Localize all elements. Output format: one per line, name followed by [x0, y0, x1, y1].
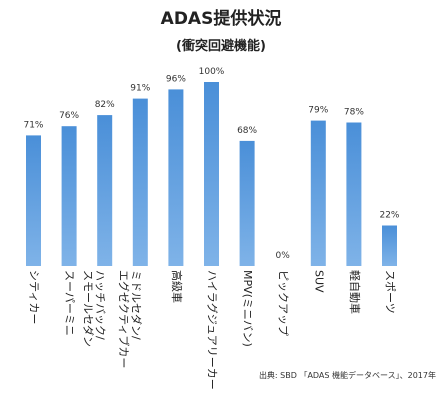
bar-5: [204, 82, 219, 266]
category-label-6: MPV(ミニバン): [241, 270, 254, 347]
bar-2: [97, 115, 113, 266]
value-label-10: 22%: [379, 211, 399, 221]
value-label-4: 96%: [166, 74, 186, 84]
chart-subtitle: (衝突回避機能): [176, 38, 266, 54]
value-label-5: 100%: [199, 67, 225, 77]
category-label-1: スーパーミニ: [63, 270, 76, 336]
value-label-6: 68%: [237, 126, 257, 136]
bar-1: [61, 126, 77, 266]
bar-group: [26, 82, 397, 267]
category-label-7: ピックアップ: [277, 270, 290, 336]
category-label-9: 軽自動車: [348, 270, 362, 314]
bar-4: [168, 89, 184, 267]
value-label-3: 91%: [130, 84, 150, 94]
category-label-group: シティカー スーパーミニ ハッチバック/スモールセダン ミドルセダン/エグゼクティブカ…: [28, 270, 397, 390]
chart-title: ADAS提供状況: [161, 8, 282, 29]
category-label-3: ミドルセダン/エグゼクティブカー: [117, 270, 143, 368]
category-label-2: ハッチバック/スモールセダン: [81, 270, 106, 347]
value-label-8: 79%: [308, 106, 328, 116]
value-label-1: 76%: [59, 111, 79, 121]
bar-6: [239, 140, 255, 266]
value-label-7: 0%: [276, 251, 291, 261]
bar-8: [310, 120, 326, 266]
bar-10: [382, 225, 397, 266]
bar-3: [132, 98, 148, 266]
value-label-9: 78%: [344, 108, 364, 118]
bar-0: [26, 135, 41, 266]
value-label-0: 71%: [23, 120, 43, 130]
source-note: 出典: SBD 「ADAS 機能データベース」、2017年: [259, 370, 436, 380]
category-label-0: シティカー: [28, 270, 41, 324]
category-label-10: スポーツ: [384, 270, 397, 314]
category-label-8: SUV: [312, 270, 325, 293]
bar-9: [346, 122, 362, 266]
value-label-group: 71% 76% 82% 91% 96% 100% 68% 0% 79% 78% 22%: [23, 67, 399, 261]
category-label-5: ハイラグジュアリーカー: [206, 270, 220, 390]
category-label-4: 高級車: [170, 270, 184, 303]
value-label-2: 82%: [95, 100, 115, 110]
